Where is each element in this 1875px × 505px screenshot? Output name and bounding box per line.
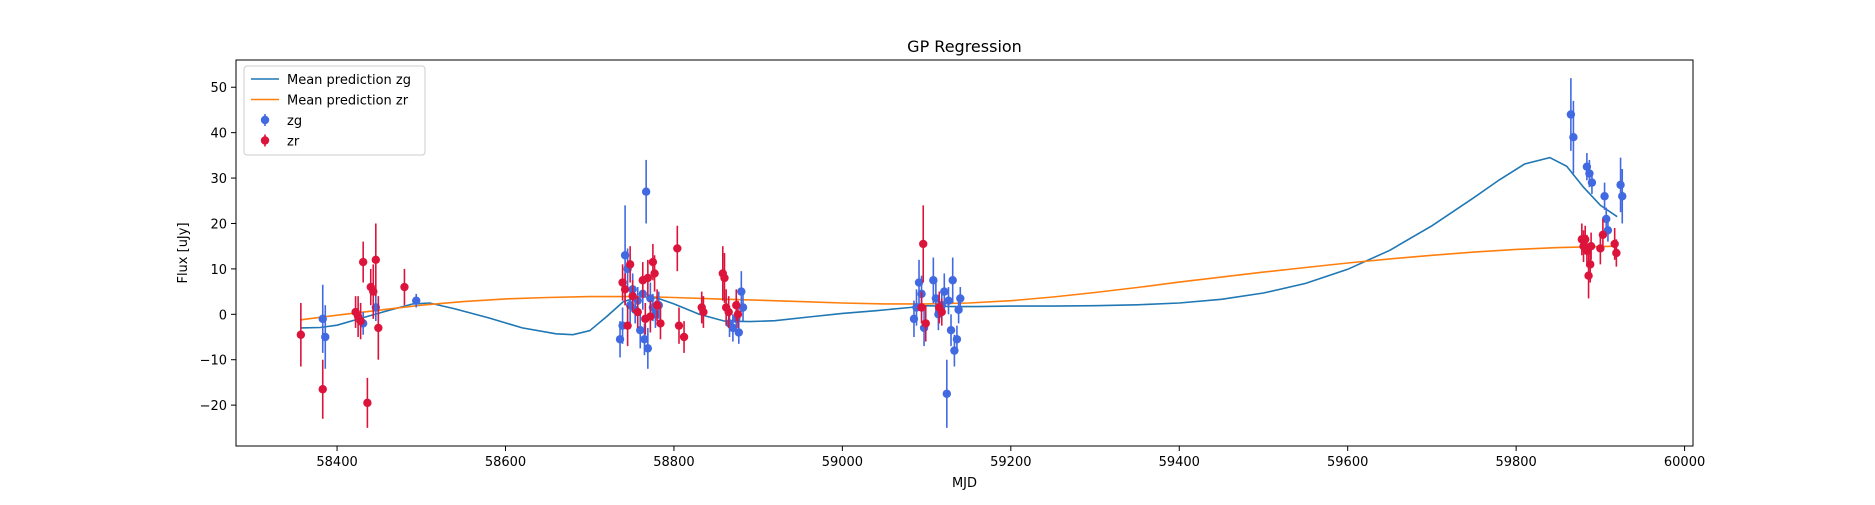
zr-data-point xyxy=(674,321,684,330)
data-points xyxy=(296,78,1627,428)
x-axis-ticks: 58400 58600 58800 59000 59200 59400 59600 59800… xyxy=(316,446,1705,470)
zg-data-point xyxy=(640,335,649,344)
zr-data-point xyxy=(699,307,708,317)
zr-data-point xyxy=(720,273,729,283)
zg-data-point xyxy=(929,276,938,285)
y-tick-label: −20 xyxy=(200,399,227,414)
zr-data-point xyxy=(921,319,930,328)
legend-label: zr xyxy=(287,135,300,150)
zr-data-point xyxy=(648,257,658,267)
legend: Mean prediction zg Mean prediction zr zg zr xyxy=(243,65,426,156)
zr-data-point xyxy=(1584,271,1593,280)
zg-data-point xyxy=(641,187,651,196)
zr-data-point xyxy=(679,332,689,342)
zg-data-point xyxy=(1616,180,1625,190)
y-tick-label: 10 xyxy=(210,263,227,278)
zr-data-point xyxy=(643,273,653,283)
x-tick-label: 59200 xyxy=(990,455,1031,470)
zg-data-point xyxy=(412,296,421,305)
zg-data-point xyxy=(948,276,957,285)
zr-data-point xyxy=(633,307,642,317)
zg-data-point xyxy=(1618,192,1627,201)
legend-marker-swatch xyxy=(260,136,270,145)
prediction-lines xyxy=(300,156,1618,336)
zg-data-point xyxy=(321,332,330,342)
zr-data-point xyxy=(356,316,365,326)
x-tick-label: 59000 xyxy=(822,455,863,470)
zr-data-point xyxy=(1580,235,1590,244)
x-axis-label: MJD xyxy=(952,476,977,491)
y-tick-label: 20 xyxy=(210,217,227,232)
zr-data-point xyxy=(1612,248,1621,258)
zg-data-point xyxy=(1569,133,1578,142)
y-axis-label: Flux [uJy] xyxy=(176,222,191,283)
x-tick-label: 60000 xyxy=(1664,455,1705,470)
zr-data-point xyxy=(646,312,655,321)
zr-data-point xyxy=(917,303,926,312)
zg-data-point xyxy=(946,326,956,335)
x-tick-label: 59600 xyxy=(1327,455,1368,470)
x-tick-label: 59800 xyxy=(1495,455,1536,470)
zg-data-point xyxy=(728,323,738,333)
zr-data-point xyxy=(724,307,733,317)
mean-prediction-zg-line xyxy=(300,156,1618,336)
y-tick-label: 0 xyxy=(219,308,227,323)
zr-data-point xyxy=(1610,239,1619,249)
zr-data-point xyxy=(358,257,368,267)
zg-data-point xyxy=(956,294,965,303)
legend-label: Mean prediction zg xyxy=(287,73,411,88)
zr-data-point xyxy=(650,269,659,278)
zg-data-point xyxy=(940,287,949,296)
zg-data-point xyxy=(942,389,952,398)
y-tick-label: 40 xyxy=(210,127,227,142)
zr-data-point xyxy=(919,239,928,249)
zg-data-point xyxy=(737,287,746,296)
zr-data-point xyxy=(374,323,383,333)
legend-marker-swatch xyxy=(260,115,270,125)
zr-data-point xyxy=(673,244,682,253)
zr-data-point xyxy=(656,319,665,328)
mean-prediction-zr-line xyxy=(300,245,1618,321)
zg-data-point xyxy=(636,326,645,335)
zr-data-point xyxy=(371,255,381,265)
zr-data-point xyxy=(296,330,306,339)
zr-data-point xyxy=(363,398,372,408)
chart-title: GP Regression xyxy=(907,37,1022,56)
zr-data-point xyxy=(620,285,630,294)
y-tick-label: 50 xyxy=(210,81,227,96)
legend-label: zg xyxy=(287,114,302,129)
legend-label: Mean prediction zr xyxy=(287,94,409,109)
zr-data-point xyxy=(733,310,743,319)
y-axis-ticks: −20 −10 0 10 20 30 40 50 xyxy=(200,81,236,414)
zg-data-point xyxy=(734,328,743,337)
zr-data-point xyxy=(1598,230,1608,240)
zg-data-point xyxy=(954,305,963,314)
zr-data-point xyxy=(652,301,662,310)
zg-data-point xyxy=(1587,178,1597,187)
x-tick-label: 58400 xyxy=(316,455,357,470)
x-tick-label: 58800 xyxy=(653,455,694,470)
x-tick-label: 59400 xyxy=(1159,455,1200,470)
zr-data-point xyxy=(400,282,409,292)
zr-data-point xyxy=(625,260,635,269)
zr-data-point xyxy=(628,291,637,301)
zg-data-point xyxy=(1600,192,1609,201)
zg-data-point xyxy=(738,303,748,312)
zg-data-point xyxy=(952,335,962,344)
zr-data-point xyxy=(623,321,632,330)
zg-data-point xyxy=(944,296,953,305)
y-tick-label: 30 xyxy=(210,172,227,187)
zr-data-point xyxy=(1586,241,1596,251)
zg-data-point xyxy=(643,344,653,353)
legend-box xyxy=(243,65,426,156)
y-tick-label: −10 xyxy=(200,354,227,369)
plot-frame xyxy=(235,59,1694,447)
zr-data-point xyxy=(732,301,741,310)
zr-data-point xyxy=(318,385,327,394)
zr-data-point xyxy=(1586,260,1595,269)
zr-data-point xyxy=(937,307,946,317)
x-tick-label: 58600 xyxy=(485,455,526,470)
